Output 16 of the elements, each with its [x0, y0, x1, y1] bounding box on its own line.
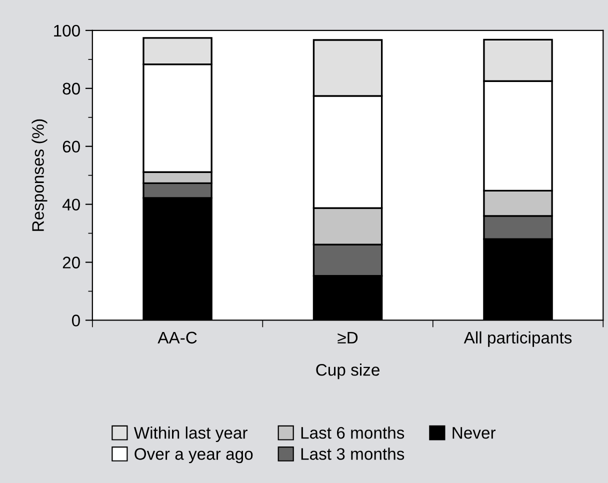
legend-label: Over a year ago — [134, 448, 253, 464]
y-axis-title: Responses (%) — [32, 119, 48, 231]
y-tick-label: 60 — [62, 140, 80, 153]
legend-label: Last 6 months — [301, 426, 404, 439]
x-tick-label: AA-C — [158, 332, 197, 344]
x-axis-title: Cup size — [316, 364, 380, 380]
y-tick-label: 80 — [62, 82, 80, 95]
x-tick-label: ≥D — [338, 332, 358, 344]
x-tick-label: All participants — [464, 331, 572, 347]
y-tick-label: 100 — [54, 24, 80, 37]
y-tick-label: 20 — [62, 256, 80, 268]
legend-label: Within last year — [134, 426, 248, 442]
y-tick-label: 0 — [72, 314, 80, 326]
y-tick-label: 40 — [62, 198, 80, 211]
legend-label: Never — [452, 427, 496, 439]
legend-label: Last 3 months — [301, 448, 404, 460]
